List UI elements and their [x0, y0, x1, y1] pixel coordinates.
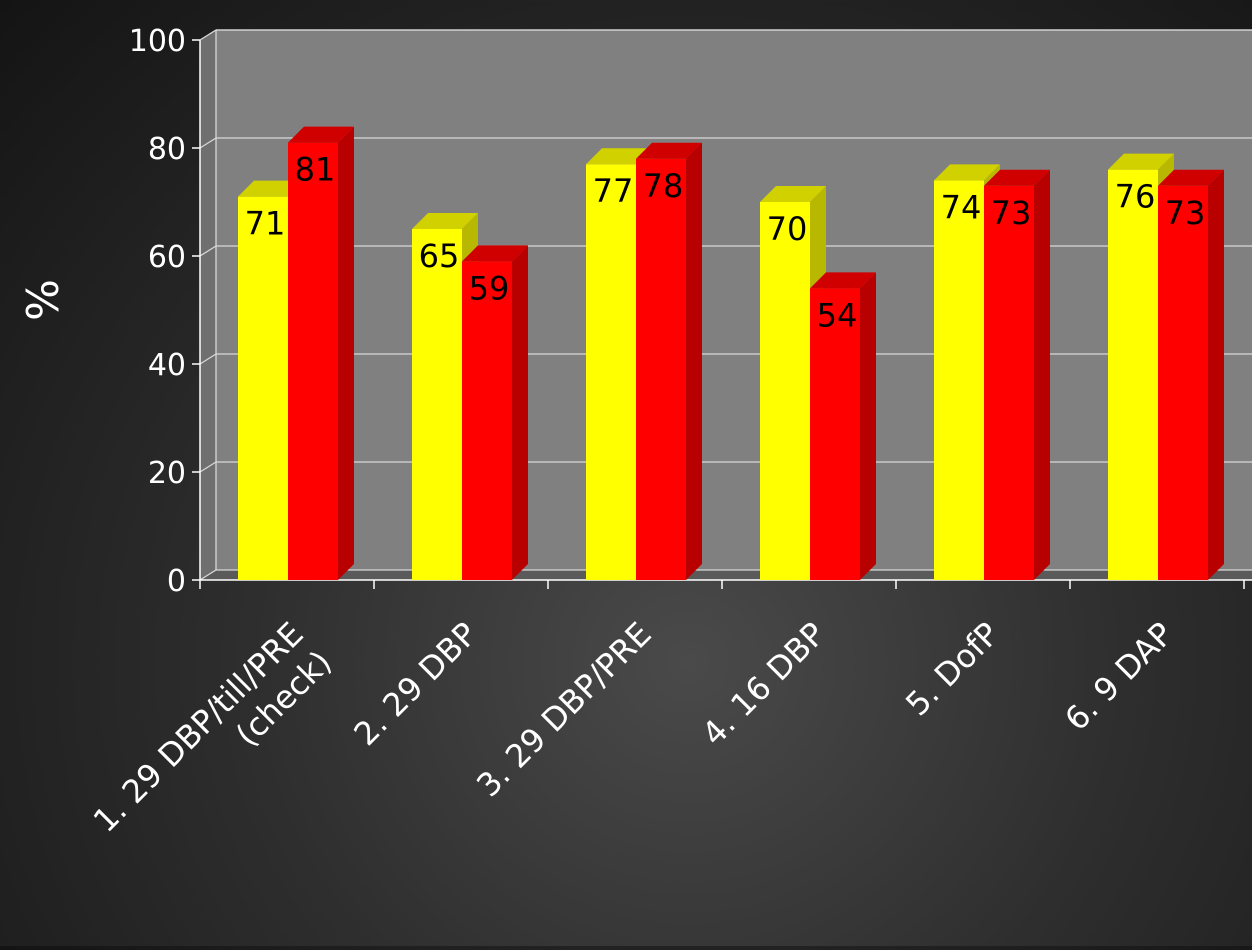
bar-top-face: [586, 148, 652, 165]
data-label: 76: [1115, 178, 1156, 216]
y-axis-label: %: [18, 279, 69, 321]
bar-front-face: [586, 164, 636, 580]
bar-side-face: [1208, 169, 1224, 581]
gridline: [199, 461, 217, 473]
plot-floor: [200, 570, 1252, 580]
x-tick-label-line: 5. DofP: [898, 615, 1007, 724]
bar-top-face: [1108, 153, 1174, 170]
gridline: [199, 245, 217, 257]
data-label: 74: [941, 188, 982, 226]
bar-top-face: [636, 142, 702, 159]
data-label: 59: [469, 269, 510, 307]
gridline: [199, 353, 217, 365]
x-tick-label-line: 4. 16 DBP: [694, 615, 832, 753]
x-tick-label-line: 6. 9 DAP: [1057, 615, 1180, 738]
y-tick-label: 20: [148, 456, 186, 491]
y-tick-label: 0: [167, 564, 186, 599]
bar-front-face: [810, 288, 860, 580]
bar-front-face: [238, 196, 288, 580]
bar-top-face: [934, 164, 1000, 181]
bar-side-face: [686, 142, 702, 581]
x-tick-label: 4. 16 DBP: [694, 615, 832, 753]
plot-side-wall: [199, 29, 217, 581]
data-label: 81: [295, 151, 336, 189]
x-tick-label: 6. 9 DAP: [1057, 615, 1180, 738]
x-tick-label: 1. 29 DBP/till/PRE(check): [86, 615, 339, 868]
data-label: 73: [991, 194, 1032, 232]
bar: 59: [462, 245, 528, 580]
bar-side-face: [860, 272, 876, 580]
y-tick-label: 80: [148, 132, 186, 167]
bar: 81: [288, 126, 354, 580]
plot-back-wall: [216, 30, 1252, 570]
bar-top-face: [1158, 169, 1224, 186]
bar-front-face: [636, 158, 686, 581]
x-tick-label: 5. DofP: [898, 615, 1007, 724]
bar-top-face: [462, 245, 528, 262]
y-tick-label: 100: [129, 24, 186, 59]
bar-front-face: [288, 142, 338, 580]
bar-top-face: [288, 126, 354, 143]
x-tick-label: 3. 29 DBP/PRE: [469, 615, 659, 805]
data-label: 77: [593, 172, 634, 210]
data-label: 54: [817, 296, 858, 334]
bar-top-face: [238, 180, 304, 197]
floor-side-edge: [199, 569, 217, 581]
bar-front-face: [760, 202, 810, 580]
bar-side-face: [338, 126, 354, 580]
bar: 73: [984, 169, 1050, 581]
bar-top-face: [412, 213, 478, 229]
gridline: [199, 137, 217, 149]
bar-front-face: [1158, 185, 1208, 581]
bar-front-face: [412, 229, 462, 580]
x-tick-label-line: 3. 29 DBP/PRE: [469, 615, 659, 805]
bar-side-face: [1034, 169, 1050, 581]
bar-top-face: [810, 272, 876, 289]
bar-front-face: [934, 180, 984, 580]
data-label: 78: [643, 167, 684, 205]
gridline: [199, 29, 217, 41]
bar: 73: [1158, 169, 1224, 581]
bar-side-face: [512, 245, 528, 580]
data-label: 71: [245, 205, 286, 243]
y-tick-label: 60: [148, 240, 186, 275]
bar: 54: [810, 272, 876, 580]
bar-top-face: [984, 169, 1050, 186]
bar: 78: [636, 142, 702, 581]
bar-front-face: [462, 261, 512, 580]
bar-front-face: [984, 185, 1034, 581]
data-label: 70: [767, 210, 808, 248]
x-tick-label: 2. 29 DBP: [346, 615, 484, 753]
x-tick-label-line: 2. 29 DBP: [346, 615, 484, 753]
data-label: 65: [419, 237, 460, 275]
bar-top-face: [760, 186, 826, 202]
y-tick-label: 40: [148, 348, 186, 383]
data-label: 73: [1165, 194, 1206, 232]
bar-front-face: [1108, 169, 1158, 580]
